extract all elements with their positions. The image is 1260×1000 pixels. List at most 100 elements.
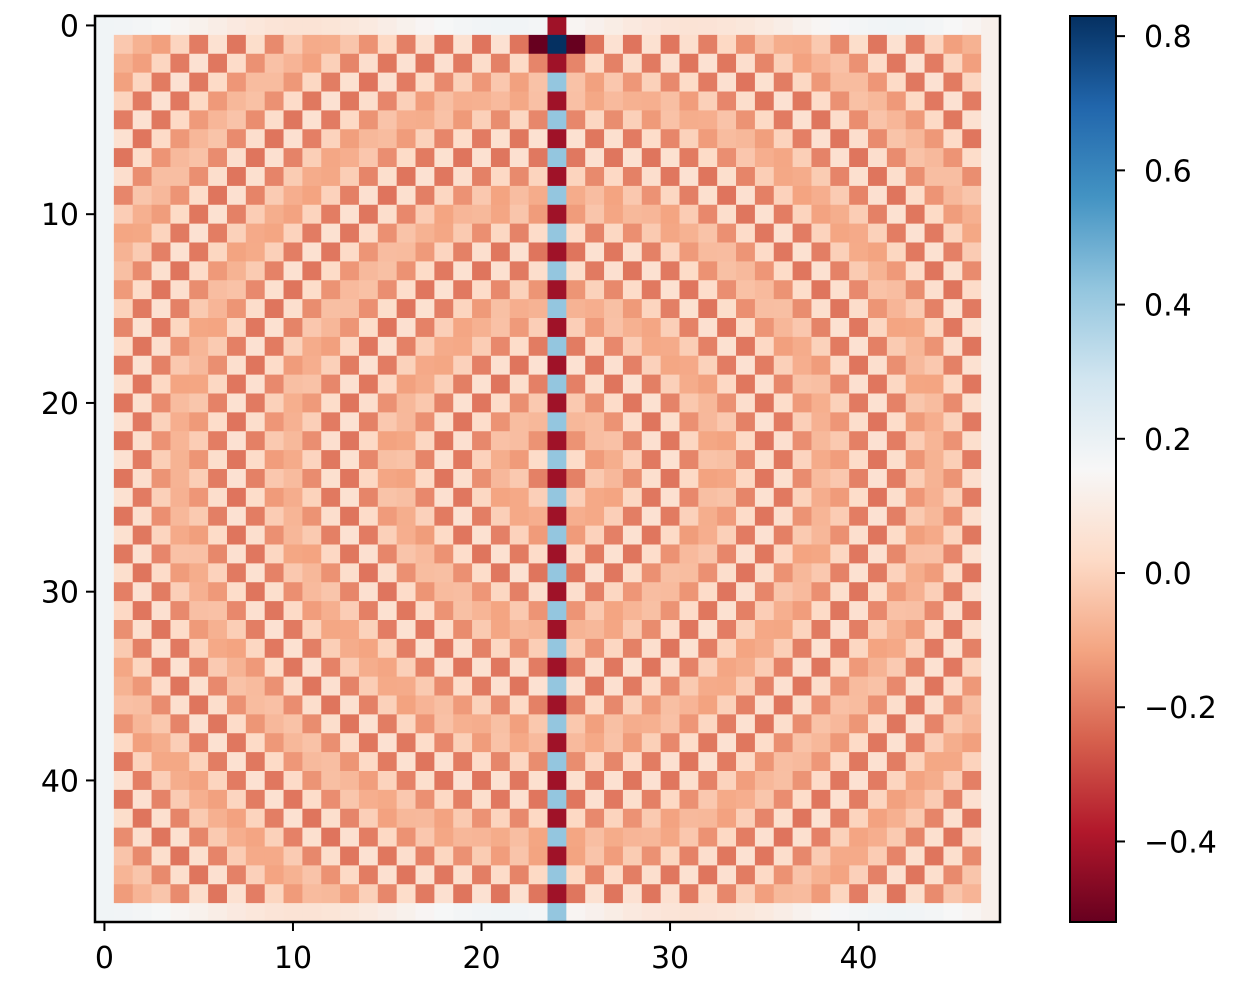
heatmap-cell — [283, 846, 303, 866]
heatmap-cell — [924, 582, 944, 602]
heatmap-cell — [113, 242, 134, 262]
heatmap-cell — [490, 752, 511, 772]
heatmap-cell — [528, 563, 548, 583]
heatmap-cell — [792, 771, 812, 791]
heatmap-cell — [472, 242, 492, 262]
heatmap-cell — [717, 110, 737, 130]
heatmap-cell — [340, 789, 360, 810]
heatmap-cell — [189, 299, 209, 319]
heatmap-cell — [415, 903, 435, 923]
heatmap-cell — [528, 657, 548, 678]
heatmap-cell — [962, 846, 982, 866]
heatmap-cell — [604, 204, 624, 225]
heatmap-cell — [340, 525, 360, 545]
heatmap-cell — [604, 336, 624, 357]
heatmap-cell — [189, 638, 209, 659]
heatmap-cell — [547, 72, 567, 92]
heatmap-cell — [113, 601, 134, 621]
heatmap-cell — [547, 695, 567, 715]
heatmap-cell — [886, 110, 907, 130]
heatmap-cell — [547, 884, 567, 904]
heatmap-cell — [792, 374, 812, 394]
heatmap-cell — [868, 34, 888, 55]
heatmap-cell — [736, 148, 756, 168]
heatmap-cell — [95, 110, 115, 130]
heatmap-cell — [679, 53, 699, 74]
heatmap-cell — [962, 544, 982, 564]
heatmap-cell — [264, 53, 284, 74]
heatmap-cell — [95, 638, 115, 659]
heatmap-cell — [472, 185, 492, 206]
heatmap-cell — [679, 506, 699, 527]
heatmap-cell — [95, 299, 115, 319]
heatmap-cell — [95, 657, 115, 678]
heatmap-cell — [717, 355, 737, 376]
heatmap-cell — [811, 620, 831, 640]
heatmap-cell — [679, 544, 699, 564]
heatmap-cell — [340, 827, 360, 847]
heatmap-cell — [151, 204, 171, 225]
heatmap-cell — [358, 771, 379, 791]
heatmap-cell — [509, 110, 530, 130]
heatmap-cell — [792, 431, 812, 451]
heatmap-cell — [660, 676, 680, 696]
heatmap-cell — [905, 110, 925, 130]
heatmap-cell — [132, 34, 152, 55]
heatmap-cell — [736, 72, 756, 92]
heatmap-cell — [95, 752, 115, 772]
heatmap-cell — [773, 261, 793, 281]
heatmap-cell — [924, 695, 944, 715]
heatmap-cell — [283, 336, 303, 357]
heatmap-cell — [113, 185, 134, 206]
heatmap-cell — [566, 91, 586, 111]
heatmap-cell — [226, 638, 247, 659]
heatmap-cell — [566, 582, 586, 602]
heatmap-cell — [377, 374, 398, 394]
heatmap-cell — [453, 752, 473, 772]
heatmap-cell — [113, 450, 134, 470]
heatmap-cell — [264, 827, 284, 847]
heatmap-cell — [396, 620, 416, 640]
heatmap-cell — [792, 129, 812, 149]
heatmap-cell — [113, 91, 134, 111]
heatmap-cell — [415, 620, 435, 640]
heatmap-cell — [886, 34, 907, 55]
heatmap-cell — [208, 563, 228, 583]
heatmap-cell — [811, 299, 831, 319]
heatmap-cell — [189, 91, 209, 111]
y-tick-label: 10 — [41, 198, 79, 233]
heatmap-cell — [226, 336, 247, 357]
heatmap-cell — [660, 733, 680, 753]
heatmap-cell — [170, 242, 190, 262]
heatmap-cell — [490, 16, 511, 36]
heatmap-cell — [679, 431, 699, 451]
heatmap-cell — [566, 601, 586, 621]
heatmap-cell — [472, 506, 492, 527]
heatmap-cell — [962, 638, 982, 659]
heatmap-cell — [943, 695, 963, 715]
heatmap-cell — [226, 620, 247, 640]
heatmap-cell — [358, 16, 379, 36]
heatmap-cell — [509, 280, 530, 300]
heatmap-cell — [528, 601, 548, 621]
heatmap-cell — [604, 884, 624, 904]
heatmap-cell — [547, 752, 567, 772]
heatmap-cell — [377, 280, 398, 300]
heatmap-cell — [321, 167, 341, 187]
heatmap-cell — [886, 638, 907, 659]
heatmap-cell — [679, 884, 699, 904]
heatmap-cell — [773, 676, 793, 696]
heatmap-cell — [113, 657, 134, 678]
heatmap-cell — [622, 223, 643, 243]
heatmap-cell — [717, 318, 737, 338]
heatmap-cell — [566, 431, 586, 451]
heatmap-cell — [717, 884, 737, 904]
heatmap-cell — [472, 827, 492, 847]
heatmap-cell — [113, 884, 134, 904]
x-axis: 0 10 20 30 40 — [95, 922, 878, 976]
heatmap-cell — [547, 16, 567, 36]
heatmap-cell — [622, 148, 643, 168]
heatmap-cell — [830, 676, 850, 696]
heatmap-cell — [396, 129, 416, 149]
heatmap-cell — [924, 714, 944, 734]
